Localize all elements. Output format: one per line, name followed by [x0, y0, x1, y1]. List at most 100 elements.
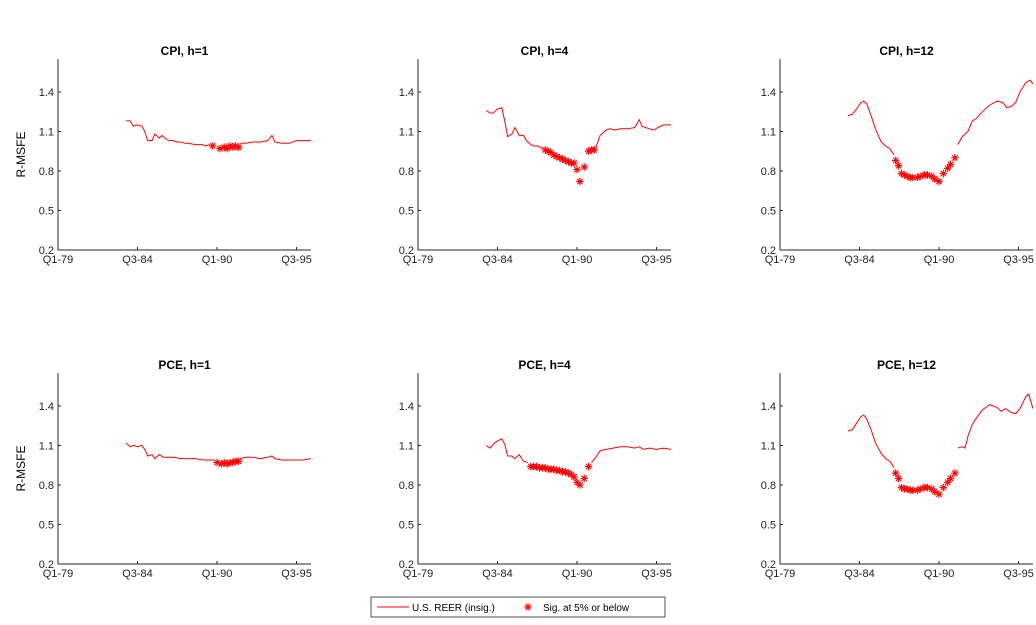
x-tick-label: Q1-79: [403, 254, 434, 266]
series-line: [847, 100, 895, 156]
y-tick-label: 1.4: [761, 401, 776, 413]
plot-area: [125, 442, 311, 468]
significance-marker: [891, 156, 900, 165]
x-tick-label: Q3-95: [281, 254, 312, 266]
significance-marker: [939, 169, 948, 178]
chart-title: PCE, h=12: [877, 358, 936, 372]
plot-area: [847, 393, 1033, 498]
chart-panel-4: 0.2 0.5 0.8 1.1 1.4 Q1-79 Q3-84 Q1-90 Q3-95 PCE, …: [14, 358, 312, 580]
y-tick-label: 1.1: [761, 440, 776, 452]
significance-marker: [894, 474, 903, 483]
x-tick-label: Q1-90: [202, 254, 233, 266]
significance-marker: [234, 457, 243, 466]
significance-marker: [208, 142, 217, 150]
y-tick-label: 0.8: [39, 166, 54, 178]
y-tick-label: 1.1: [761, 126, 776, 138]
legend-label: U.S. REER (insig.): [412, 603, 495, 614]
chart-title: CPI, h=4: [521, 44, 569, 58]
significance-marker: [580, 474, 589, 483]
significance-marker: [584, 462, 593, 471]
chart-title: CPI, h=1: [161, 44, 209, 58]
y-tick-label: 0.2: [39, 559, 54, 571]
y-tick-label: 0.8: [399, 480, 414, 492]
series-line: [847, 414, 895, 469]
y-tick-label: 0.5: [39, 205, 54, 217]
x-tick-label: Q3-84: [122, 254, 153, 266]
significance-marker: [894, 161, 903, 170]
series-line: [125, 442, 215, 461]
legend: U.S. REER (insig.) Sig. at 5% or below: [370, 596, 666, 618]
significance-marker: [891, 469, 900, 477]
y-tick-label: 1.4: [399, 401, 414, 413]
significance-marker: [576, 177, 584, 186]
significance-marker: [573, 165, 581, 174]
y-tick-label: 0.5: [399, 519, 414, 531]
y-tick-label: 1.4: [761, 87, 776, 99]
plot-area: [485, 107, 671, 186]
y-tick-label: 1.1: [39, 126, 54, 138]
significance-marker: [935, 177, 943, 186]
x-tick-label: Q3-95: [1003, 254, 1034, 266]
plot-area: [125, 120, 311, 153]
y-tick-label: 0.8: [399, 166, 414, 178]
y-tick-label: 0.2: [399, 559, 414, 571]
y-tick-label: 1.1: [399, 440, 414, 452]
y-axis-label: R-MSFE: [14, 132, 28, 178]
y-tick-label: 0.2: [39, 245, 54, 257]
significance-marker: [935, 490, 943, 498]
significance-marker: [943, 164, 952, 173]
significance-marker: [943, 478, 952, 487]
x-tick-label: Q3-95: [281, 568, 312, 580]
legend-box: [370, 596, 666, 618]
x-tick-label: Q1-79: [43, 568, 74, 580]
x-tick-label: Q1-90: [562, 254, 593, 266]
significance-marker: [946, 160, 955, 169]
x-tick-label: Q3-84: [844, 568, 875, 580]
series-line: [485, 107, 543, 149]
y-tick-label: 0.5: [761, 519, 776, 531]
x-tick-label: Q3-95: [641, 568, 672, 580]
y-tick-label: 0.2: [399, 245, 414, 257]
y-tick-label: 1.1: [399, 126, 414, 138]
x-tick-label: Q1-79: [765, 568, 796, 580]
x-tick-label: Q3-95: [641, 254, 672, 266]
series-line: [957, 79, 1033, 145]
y-tick-label: 0.8: [761, 480, 776, 492]
series-line: [240, 455, 311, 461]
y-tick-label: 0.2: [761, 245, 776, 257]
significance-marker: [951, 469, 959, 477]
x-tick-label: Q1-90: [924, 254, 955, 266]
legend-asterisk-swatch: [524, 603, 532, 611]
y-tick-label: 0.2: [761, 559, 776, 571]
significance-marker: [234, 143, 243, 152]
chart-panel-3: 0.2 0.5 0.8 1.1 1.4 Q1-79 Q3-84 Q1-90 Q3-95 CPI, …: [761, 44, 1034, 266]
y-tick-label: 1.4: [39, 87, 54, 99]
series-line: [125, 120, 210, 147]
legend-label: Sig. at 5% or below: [543, 603, 630, 614]
x-tick-label: Q1-90: [202, 568, 233, 580]
chart-panel-1: 0.2 0.5 0.8 1.1 1.4 Q1-79 Q3-84 Q1-90 Q3-95 CPI, …: [14, 44, 312, 266]
series-line: [595, 118, 671, 148]
y-tick-label: 0.8: [761, 166, 776, 178]
y-tick-label: 0.8: [39, 480, 54, 492]
significance-marker: [951, 153, 959, 162]
series-line: [240, 134, 311, 144]
series-line: [591, 446, 671, 463]
x-tick-label: Q3-84: [844, 254, 875, 266]
y-tick-label: 1.1: [39, 440, 54, 452]
plot-area: [847, 79, 1033, 186]
significance-marker: [584, 147, 593, 156]
x-tick-label: Q3-84: [482, 254, 513, 266]
y-axis-label: R-MSFE: [14, 446, 28, 492]
significance-marker: [576, 481, 584, 489]
plot-area: [485, 438, 671, 489]
significance-marker: [541, 464, 550, 472]
chart-title: PCE, h=1: [158, 358, 211, 372]
series-line: [485, 438, 529, 464]
x-tick-label: Q1-79: [403, 568, 434, 580]
significance-marker: [570, 473, 578, 481]
chart-panel-5: 0.2 0.5 0.8 1.1 1.4 Q1-79 Q3-84 Q1-90 Q3-95 PCE, …: [399, 358, 672, 580]
y-tick-label: 1.4: [399, 87, 414, 99]
